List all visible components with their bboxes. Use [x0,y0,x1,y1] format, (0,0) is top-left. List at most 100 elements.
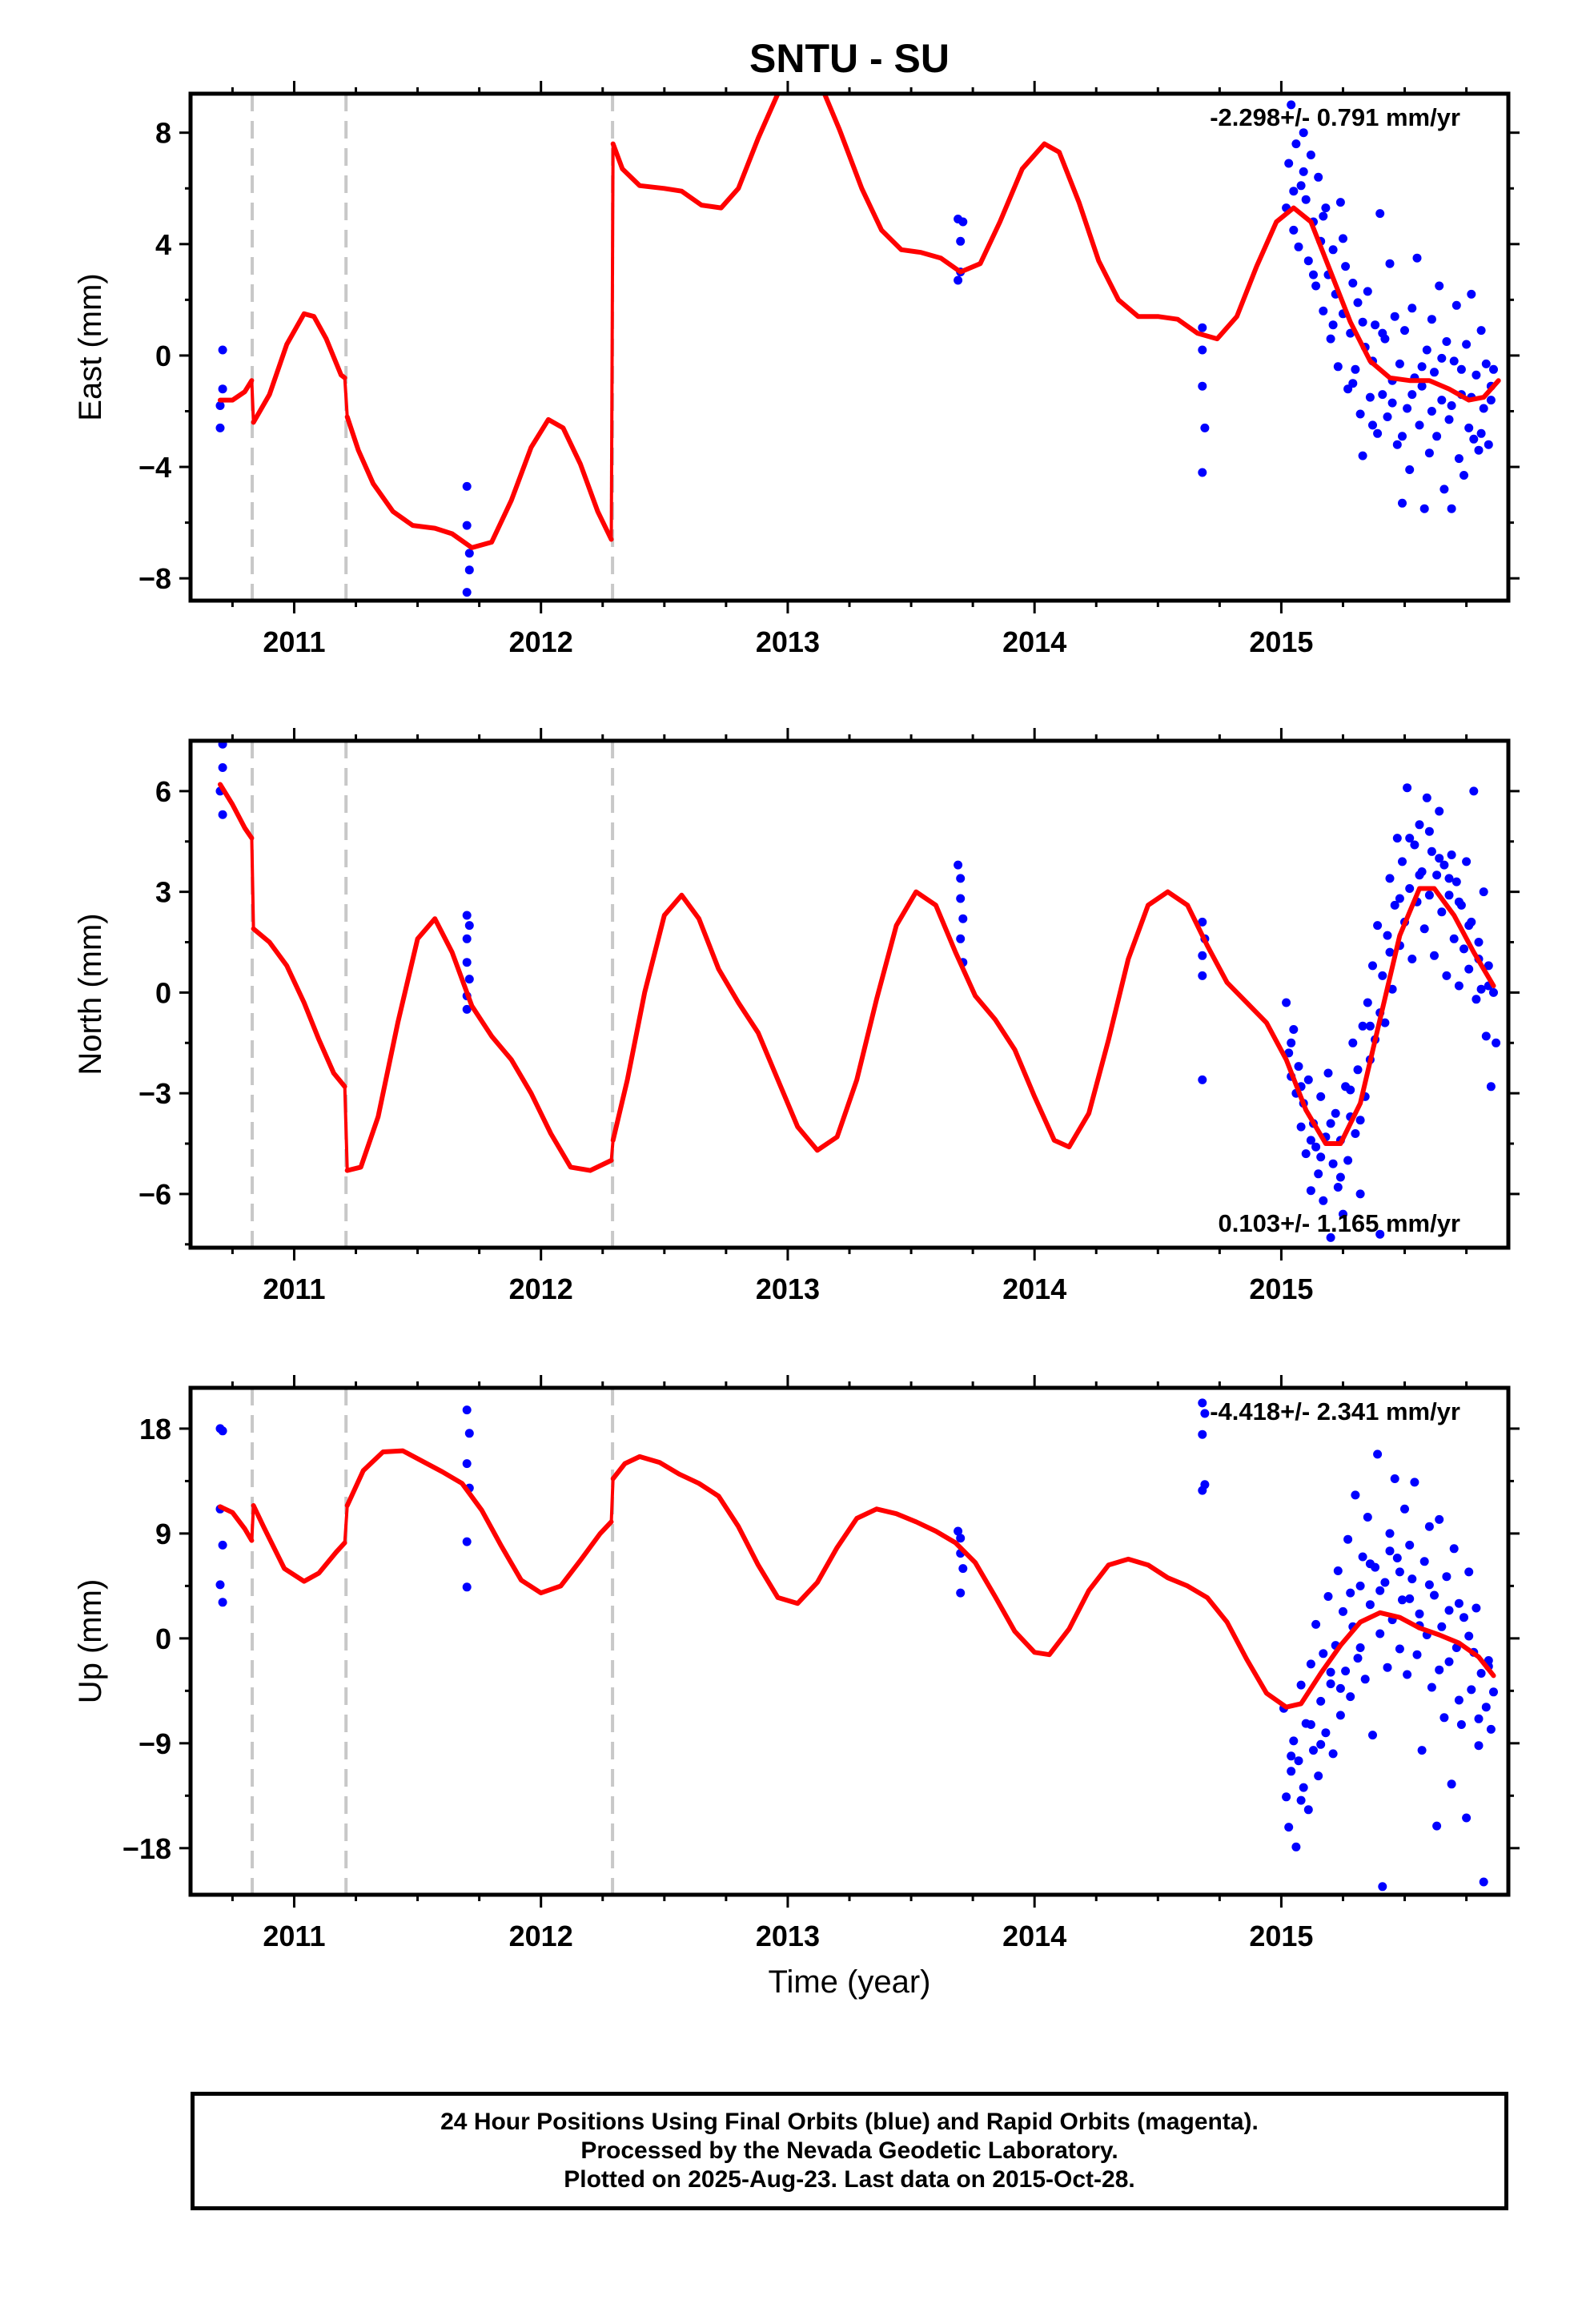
data-point [1303,256,1313,266]
data-point [1378,390,1387,400]
data-point [1464,1631,1474,1641]
model-line [610,94,1501,403]
data-point [1432,870,1442,880]
data-point [1383,1663,1392,1672]
data-point [1464,964,1474,974]
data-point [1410,840,1419,850]
data-point [1319,1196,1328,1205]
data-point [1439,1713,1449,1723]
data-point [1335,1683,1345,1693]
data-point [1435,281,1444,291]
x-tick-label: 2014 [1002,625,1066,658]
data-point [1306,1720,1315,1729]
data-point [1400,326,1409,336]
data-point [1378,328,1387,338]
data-point [1311,281,1321,291]
data-point [1454,454,1464,464]
data-point [1198,1398,1207,1408]
data-point [1198,1075,1207,1084]
y-tick-label: 3 [155,876,171,909]
data-point [218,345,227,355]
data-point [1405,834,1415,843]
data-point [1323,1068,1333,1078]
data-point [1464,1567,1474,1577]
data-point [1341,262,1351,271]
data-point [1351,1490,1360,1500]
data-point [1464,423,1474,432]
data-point [1385,1529,1395,1538]
data-point [1358,1021,1367,1031]
data-point [462,481,472,491]
data-point [1403,1670,1412,1679]
caption-line-3: Plotted on 2025-Aug-23. Last data on 201… [564,2166,1135,2193]
data-point [1422,793,1431,802]
data-point [1417,362,1427,372]
data-point [464,1429,474,1438]
data-point [1427,1683,1436,1692]
data-point [1284,159,1294,168]
model-jump [343,1505,349,1543]
data-point [1363,998,1372,1007]
data-point [1289,1736,1299,1746]
data-point [1484,961,1493,971]
data-point [1419,1557,1429,1566]
data-point [1449,1544,1459,1554]
data-point [1456,1720,1466,1729]
data-point [1476,428,1486,438]
data-point [1351,1129,1360,1138]
x-tick-label: 2013 [756,1273,820,1305]
x-tick-label: 2011 [263,1920,325,1952]
data-point [1301,195,1311,204]
y-tick-label: 18 [139,1413,171,1445]
data-point [956,934,966,943]
data-point [954,275,963,285]
model-jump [343,377,349,417]
data-point [1331,1108,1340,1118]
data-point [1287,100,1296,110]
data-point [1460,944,1468,954]
data-point [1392,834,1402,843]
data-point [1348,379,1358,388]
data-point [1460,471,1468,480]
data-point [1407,304,1417,313]
data-point [1412,253,1422,263]
y-tick-label: −18 [122,1832,171,1865]
model-line [610,886,1496,1153]
data-point [1200,1409,1210,1418]
data-point [1294,1062,1303,1072]
data-point [1407,390,1417,400]
data-point [462,934,472,943]
data-point [1348,1038,1358,1047]
data-point [1314,1169,1323,1179]
data-point [1442,971,1452,980]
caption-box: 24 Hour Positions Using Final Orbits (bl… [191,2092,1508,2210]
data-point [1299,1783,1308,1792]
data-point [1198,971,1207,980]
data-point [1309,1746,1318,1755]
data-point [1383,412,1392,421]
data-point [462,1537,472,1546]
data-point [1198,951,1207,960]
data-point [1417,381,1427,391]
data-point [1353,298,1363,308]
data-point [1447,504,1456,513]
data-point [1395,359,1404,368]
data-point [1442,337,1452,346]
x-tick-label: 2012 [509,1920,573,1952]
data-point [1454,981,1464,991]
data-point [1198,345,1207,355]
data-point [1387,398,1397,408]
data-point [1335,1172,1345,1182]
data-point [1355,1116,1365,1125]
data-point [1198,323,1207,332]
data-point [1291,139,1301,149]
data-point [1371,320,1380,330]
data-point [218,763,227,772]
data-point [1282,998,1291,1007]
data-point [1469,786,1479,796]
data-point [1472,1603,1481,1613]
data-point [1373,428,1383,438]
x-tick-label: 2015 [1249,1273,1313,1305]
data-point [1439,860,1449,870]
